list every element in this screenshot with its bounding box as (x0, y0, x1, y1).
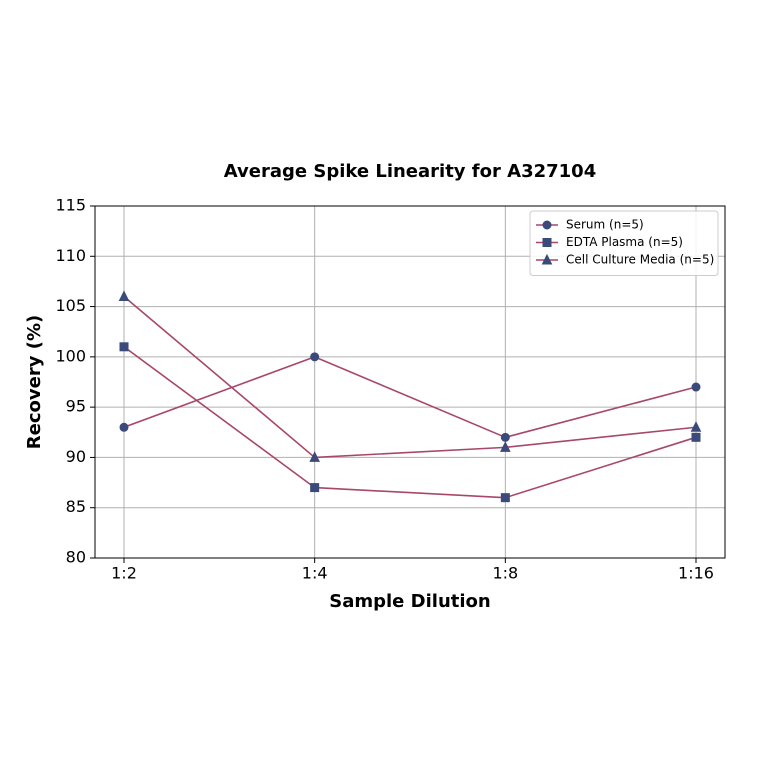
chart-title: Average Spike Linearity for A327104 (224, 161, 596, 182)
marker (310, 352, 320, 362)
x-axis-label: Sample Dilution (329, 591, 490, 612)
marker (309, 451, 320, 462)
x-tick-label: 1:16 (678, 564, 714, 583)
series-line (123, 355, 697, 439)
plot-frame (94, 205, 726, 559)
marker (691, 432, 701, 442)
legend-label: Serum (n=5) (566, 218, 644, 232)
legend-box (529, 210, 719, 276)
series-line (123, 346, 697, 499)
y-tick-label: 90 (66, 447, 86, 466)
x-tick-label: 1:2 (111, 564, 137, 583)
marker (500, 441, 511, 452)
legend: Serum (n=5) EDTA Plasma (n=5) Cell Culture… (529, 210, 719, 276)
marker (541, 253, 553, 265)
plot (118, 290, 702, 503)
marker (310, 483, 320, 493)
x-tick-label: 1:8 (492, 564, 518, 583)
y-tick-label: 95 (66, 397, 86, 416)
legend-label: EDTA Plasma (n=5) (566, 235, 683, 249)
x-tick-label: 1:4 (302, 564, 328, 583)
y-axis-label: Recovery (%) (24, 315, 45, 449)
marker (119, 342, 129, 352)
y-tick-label: 80 (66, 548, 86, 567)
series-line (123, 295, 697, 459)
y-tick-label: 105 (55, 296, 86, 315)
y-tick-label: 115 (55, 196, 86, 215)
marker (542, 238, 552, 247)
marker (691, 382, 701, 392)
marker (119, 422, 129, 432)
marker (500, 493, 510, 503)
marker (118, 290, 130, 302)
legend-label: Cell Culture Media (n=5) (566, 253, 714, 267)
y-tick-label: 100 (55, 346, 86, 365)
marker (542, 220, 552, 230)
marker (500, 432, 510, 442)
marker (690, 421, 702, 432)
y-tick-label: 110 (55, 246, 86, 265)
y-tick-label: 85 (66, 497, 86, 516)
